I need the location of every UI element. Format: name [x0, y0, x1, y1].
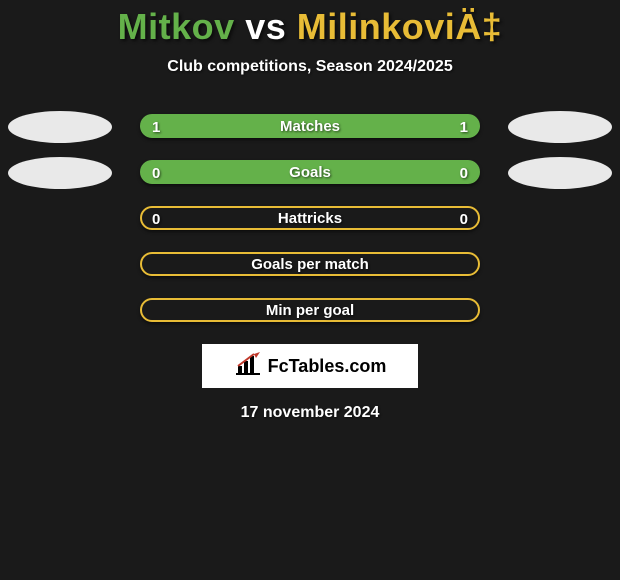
stat-row: Min per goal [0, 298, 620, 324]
stat-row: 1 Matches 1 [0, 114, 620, 140]
date-text: 17 november 2024 [0, 404, 620, 422]
stat-label: Goals [289, 164, 331, 181]
stat-pill: 1 Matches 1 [140, 114, 480, 138]
stat-label: Matches [280, 118, 340, 135]
stat-label: Goals per match [251, 256, 369, 273]
card-root: Mitkov vs MilinkoviÄ‡ Club competitions,… [0, 0, 620, 422]
stat-row: Goals per match [0, 252, 620, 278]
player2-name: MilinkoviÄ‡ [297, 6, 503, 47]
stat-value-left: 0 [152, 165, 160, 182]
right-ellipse [508, 111, 612, 143]
player1-name: Mitkov [118, 6, 235, 47]
stat-label: Hattricks [278, 210, 342, 227]
stat-value-right: 1 [460, 119, 468, 136]
versus-word: vs [245, 6, 286, 47]
stat-value-right: 0 [460, 211, 468, 228]
stat-pill: 0 Hattricks 0 [140, 206, 480, 230]
fctables-logo[interactable]: FcTables.com [202, 344, 418, 388]
stat-pill: Goals per match [140, 252, 480, 276]
stat-row: 0 Goals 0 [0, 160, 620, 186]
stat-row: 0 Hattricks 0 [0, 206, 620, 232]
subtitle: Club competitions, Season 2024/2025 [0, 58, 620, 76]
stat-pill: 0 Goals 0 [140, 160, 480, 184]
stat-bars: 1 Matches 1 0 Goals 0 0 Hattricks 0 Goals per mat… [0, 114, 620, 324]
logo-text: FcTables.com [268, 356, 387, 377]
left-ellipse [8, 111, 112, 143]
right-ellipse [508, 157, 612, 189]
bar-chart-icon [234, 352, 262, 381]
stat-pill: Min per goal [140, 298, 480, 322]
versus-title: Mitkov vs MilinkoviÄ‡ [0, 6, 620, 48]
stat-value-left: 1 [152, 119, 160, 136]
stat-value-right: 0 [460, 165, 468, 182]
stat-value-left: 0 [152, 211, 160, 228]
left-ellipse [8, 157, 112, 189]
stat-label: Min per goal [266, 302, 354, 319]
